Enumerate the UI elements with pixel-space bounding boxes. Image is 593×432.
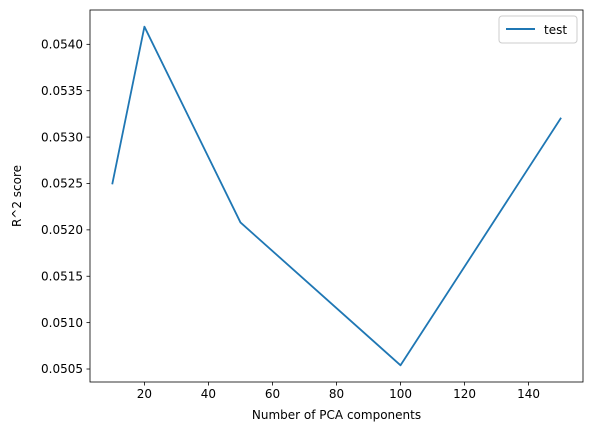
- x-tick-label: 80: [329, 387, 344, 401]
- y-tick-label: 0.0540: [41, 38, 83, 52]
- x-tick-label: 60: [265, 387, 280, 401]
- y-tick-label: 0.0520: [41, 223, 83, 237]
- x-tick-label: 120: [453, 387, 476, 401]
- y-tick-label: 0.0535: [41, 84, 83, 98]
- series-line-test: [111, 25, 562, 367]
- x-tick-label: 140: [517, 387, 540, 401]
- y-tick-label: 0.0525: [41, 177, 83, 191]
- x-tick-label: 100: [389, 387, 412, 401]
- series-layer: [111, 25, 562, 367]
- legend-box: [498, 15, 578, 44]
- x-tick-label: 20: [137, 387, 152, 401]
- x-axis-label: Number of PCA components: [252, 408, 421, 422]
- plot-frame: [89, 9, 584, 383]
- legend: test: [498, 15, 578, 44]
- y-tick-label: 0.0515: [41, 269, 83, 283]
- y-tick-label: 0.0510: [41, 316, 83, 330]
- x-axis-ticks: 20 40 60 80 100 120 140: [137, 382, 540, 401]
- x-tick-label: 40: [201, 387, 216, 401]
- legend-label: test: [544, 23, 567, 37]
- y-axis-ticks: 0.0505 0.0510 0.0515 0.0520 0.0525 0.0530 0.05…: [41, 38, 90, 376]
- y-tick-label: 0.0505: [41, 362, 83, 376]
- y-axis-label: R^2 score: [10, 165, 24, 227]
- y-tick-label: 0.0530: [41, 130, 83, 144]
